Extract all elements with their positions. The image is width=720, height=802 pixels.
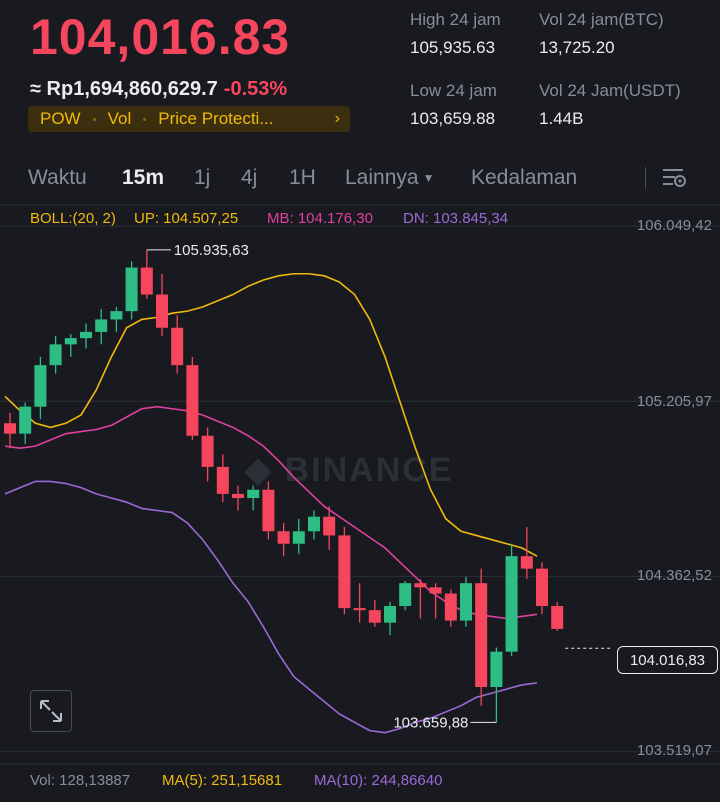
- tag-bar[interactable]: POW Vol Price Protecti... ›: [28, 106, 350, 132]
- tab-kedalaman[interactable]: Kedalaman: [471, 166, 578, 189]
- candle-body: [551, 606, 564, 629]
- current-price-label: 104.016,83: [617, 646, 718, 674]
- candle-body: [490, 651, 503, 688]
- candle-body: [368, 610, 381, 623]
- candle-body: [110, 311, 123, 320]
- low-marker-label: 103.659,88: [393, 714, 468, 731]
- tag-separator: [92, 117, 96, 121]
- candle-body: [216, 466, 229, 494]
- candle-body: [338, 535, 351, 609]
- tab-1j[interactable]: 1j: [194, 166, 211, 189]
- candle-body: [262, 489, 275, 532]
- boll-up-line: [4, 272, 538, 557]
- candle-body: [308, 516, 320, 532]
- candle-body: [171, 327, 184, 366]
- low-24h-value: 103,659.88: [410, 109, 496, 128]
- candle-body: [34, 365, 47, 407]
- tab-waktu[interactable]: Waktu: [28, 166, 87, 189]
- candle-body: [277, 531, 290, 544]
- candle-body: [4, 423, 16, 434]
- fiat-value: ≈ Rp1,694,860,629.7: [30, 78, 218, 100]
- ma5-value: MA(5): 251,15681: [162, 772, 283, 789]
- caret-down-icon: ▼: [422, 171, 435, 186]
- high-24h-label: High 24 jam: [410, 10, 501, 29]
- candle-body: [247, 489, 260, 499]
- tab-divider: [645, 167, 646, 189]
- tag-price-protection[interactable]: Price Protecti...: [158, 109, 274, 128]
- candle-body: [536, 568, 548, 607]
- high-24h-value: 105,935.63: [410, 38, 496, 57]
- candle-body: [444, 593, 457, 621]
- tab-1h[interactable]: 1H: [289, 166, 316, 189]
- candle-body: [19, 406, 32, 434]
- candle-body: [353, 608, 366, 611]
- candle-body: [384, 606, 396, 623]
- candle-body: [475, 583, 488, 688]
- y-tick-label: 103.519,07: [636, 742, 712, 759]
- interval-tabs: Waktu 15m 1j 4j 1H Lainnya ▼ Kedalaman: [0, 160, 720, 198]
- candle-body: [505, 556, 518, 652]
- high-marker-label: 105.935,63: [174, 242, 249, 259]
- tag-vol[interactable]: Vol: [107, 109, 132, 128]
- boll-mb-value: MB: 104.176,30: [267, 210, 373, 227]
- expand-icon[interactable]: [30, 690, 72, 732]
- last-price: 104,016.83: [30, 9, 291, 65]
- candle-body: [399, 583, 412, 607]
- tab-lainnya[interactable]: Lainnya ▼: [345, 166, 434, 190]
- candle-body: [95, 319, 108, 332]
- fiat-price: ≈ Rp1,694,860,629.7 -0.53%: [30, 78, 287, 101]
- volume-value: Vol: 128,13887: [30, 772, 131, 789]
- vol-btc-value: 13,725.20: [539, 38, 615, 57]
- vol-btc-label: Vol 24 jam(BTC): [539, 10, 664, 29]
- candle-body: [414, 583, 427, 588]
- low-24h-label: Low 24 jam: [410, 81, 497, 100]
- boll-up-value: UP: 104.507,25: [134, 210, 239, 227]
- price-change: -0.53%: [223, 78, 288, 100]
- candle-body: [64, 338, 77, 345]
- candle-body: [201, 435, 214, 467]
- candle-body: [186, 365, 199, 436]
- candle-body: [520, 556, 533, 569]
- vol-usdt-value: 1.44B: [539, 109, 584, 128]
- candle-body: [292, 531, 305, 544]
- tab-4j[interactable]: 4j: [241, 166, 258, 189]
- candle-body: [125, 267, 138, 312]
- y-tick-label: 106.049,42: [636, 217, 712, 234]
- boll-dn-value: DN: 103.845,34: [403, 210, 509, 227]
- chart-settings-icon[interactable]: [660, 165, 688, 191]
- candle-body: [49, 344, 62, 366]
- boll-dn-line: [4, 480, 538, 734]
- candle-body: [232, 493, 244, 499]
- y-tick-label: 105.205,97: [636, 393, 712, 410]
- tag-pow[interactable]: POW: [40, 109, 81, 128]
- candle-body: [140, 267, 153, 295]
- candle-body: [156, 294, 168, 328]
- tab-lainnya-label: Lainnya: [345, 166, 419, 189]
- tab-15m[interactable]: 15m: [122, 166, 165, 189]
- tag-separator: [143, 117, 147, 121]
- boll-params: BOLL:(20, 2): [30, 210, 116, 227]
- candle-body: [323, 516, 336, 536]
- candle-body: [460, 583, 472, 621]
- y-tick-label: 104.362,52: [636, 567, 712, 584]
- chevron-right-icon[interactable]: ›: [334, 110, 340, 127]
- candle-body: [429, 587, 442, 594]
- candle-body: [80, 331, 92, 339]
- ma10-value: MA(10): 244,86640: [314, 772, 443, 789]
- vol-usdt-label: Vol 24 Jam(USDT): [539, 81, 681, 100]
